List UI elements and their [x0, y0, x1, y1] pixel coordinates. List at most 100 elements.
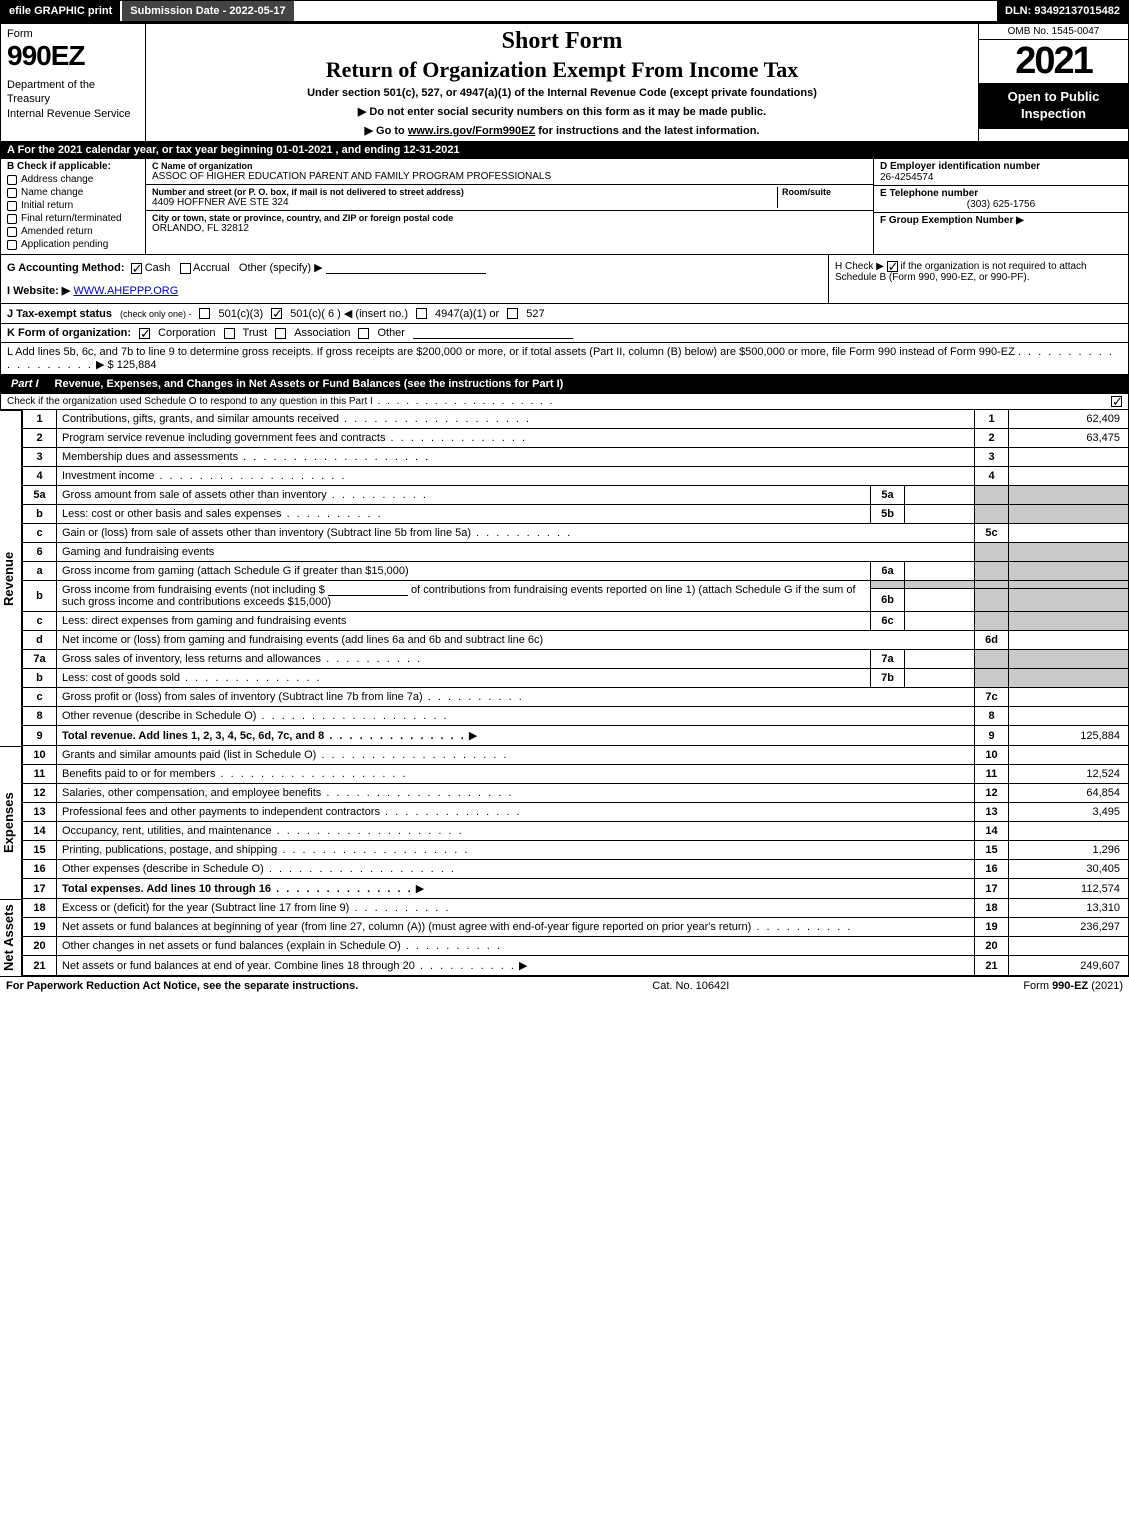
line-refnum: 4 — [975, 467, 1009, 486]
line-6c: cLess: direct expenses from gaming and f… — [23, 612, 1129, 631]
line-desc: Other revenue (describe in Schedule O) — [62, 710, 449, 722]
line-6a: aGross income from gaming (attach Schedu… — [23, 562, 1129, 581]
l-arrow: ▶ $ — [96, 359, 114, 371]
line-desc: Membership dues and assessments — [62, 451, 430, 463]
contrib-blank — [328, 584, 408, 596]
line-text: Total expenses. Add lines 10 through 16 … — [57, 879, 975, 899]
form-word: Form — [7, 28, 139, 40]
check-name-change[interactable]: Name change — [7, 187, 139, 198]
check-schedule-b[interactable] — [887, 261, 898, 272]
box-f: F Group Exemption Number ▶ — [874, 213, 1128, 228]
mini-num: 6c — [871, 612, 905, 631]
line-text: Net assets or fund balances at end of ye… — [57, 956, 975, 976]
mini-amt — [905, 562, 975, 581]
return-title: Return of Organization Exempt From Incom… — [154, 57, 970, 83]
check-association[interactable] — [275, 328, 286, 339]
line-7a: 7a Gross sales of inventory, less returns… — [23, 650, 1129, 669]
line-amount: 112,574 — [1009, 879, 1129, 899]
line-desc: Net assets or fund balances at end of ye… — [62, 960, 516, 972]
line-desc: Program service revenue including govern… — [62, 432, 527, 444]
line-text: Gaming and fundraising events — [57, 543, 975, 562]
dln-label: DLN: 93492137015482 — [997, 1, 1128, 21]
efile-print-label: efile GRAPHIC print — [1, 1, 120, 21]
line-num: 21 — [23, 956, 57, 976]
irs-link[interactable]: www.irs.gov/Form990EZ — [408, 125, 535, 137]
line-text: Gross sales of inventory, less returns a… — [57, 650, 871, 669]
city-row: City or town, state or province, country… — [146, 211, 873, 236]
k-other-line — [413, 327, 573, 339]
line-text: Contributions, gifts, grants, and simila… — [57, 410, 975, 429]
line-desc: Grants and similar amounts paid (list in… — [62, 749, 508, 761]
box-c: C Name of organization ASSOC OF HIGHER E… — [146, 159, 873, 254]
check-initial-return[interactable]: Initial return — [7, 200, 139, 211]
line-num: 7a — [23, 650, 57, 669]
topbar: efile GRAPHIC print Submission Date - 20… — [0, 0, 1129, 22]
website-link[interactable]: WWW.AHEPPP.ORG — [73, 285, 178, 297]
j-501c: 501(c)( 6 ) ◀ (insert no.) — [290, 307, 408, 320]
short-form-title: Short Form — [154, 28, 970, 55]
line-6: 6Gaming and fundraising events — [23, 543, 1129, 562]
check-final-return[interactable]: Final return/terminated — [7, 213, 139, 224]
checkbox-icon — [7, 240, 17, 250]
line-refnum: 18 — [975, 899, 1009, 918]
j-527: 527 — [526, 308, 544, 320]
gray-cell — [975, 669, 1009, 688]
line-text: Membership dues and assessments — [57, 448, 975, 467]
topbar-spacer — [296, 1, 997, 21]
check-corporation[interactable] — [139, 328, 150, 339]
line-desc: Occupancy, rent, utilities, and maintena… — [62, 825, 464, 837]
footer-catno: Cat. No. 10642I — [652, 980, 729, 992]
gray-cell — [975, 486, 1009, 505]
j-4947: 4947(a)(1) or — [435, 308, 499, 320]
line-num: 13 — [23, 803, 57, 822]
line-num: 16 — [23, 860, 57, 879]
box-def: D Employer identification number 26-4254… — [873, 159, 1128, 254]
part1-header: Part I Revenue, Expenses, and Changes in… — [0, 375, 1129, 394]
check-accrual[interactable] — [180, 263, 191, 274]
box-h: H Check ▶ if the organization is not req… — [828, 255, 1128, 303]
label-form-org: K Form of organization: — [7, 327, 131, 339]
check-501c[interactable] — [271, 308, 282, 319]
h-pre: H Check ▶ — [835, 261, 887, 272]
check-amended-return[interactable]: Amended return — [7, 226, 139, 237]
line-amount: 1,296 — [1009, 841, 1129, 860]
check-application-pending[interactable]: Application pending — [7, 239, 139, 250]
netassets-section: Net Assets 18Excess or (deficit) for the… — [0, 899, 1129, 976]
part1-title: Revenue, Expenses, and Changes in Net As… — [49, 375, 1128, 393]
gray-cell — [975, 589, 1009, 612]
check-501c3[interactable] — [199, 308, 210, 319]
check-527[interactable] — [507, 308, 518, 319]
line-desc: Total revenue. Add lines 1, 2, 3, 4, 5c,… — [62, 730, 466, 742]
line-text: Benefits paid to or for members — [57, 765, 975, 784]
line-num: d — [23, 631, 57, 650]
line-text: Occupancy, rent, utilities, and maintena… — [57, 822, 975, 841]
form-number: 990EZ — [7, 40, 139, 72]
check-schedule-o[interactable] — [1111, 396, 1122, 407]
mini-amt — [905, 589, 975, 612]
arrow-icon: ▶ — [519, 960, 527, 972]
line-desc: Other expenses (describe in Schedule O) — [62, 863, 456, 875]
footer-right-bold: 990-EZ — [1052, 980, 1088, 992]
checkbox-icon — [7, 227, 17, 237]
org-name-value: ASSOC OF HIGHER EDUCATION PARENT AND FAM… — [152, 171, 867, 182]
label-group-exemption: F Group Exemption Number ▶ — [880, 215, 1024, 226]
box-g: G Accounting Method: Cash Accrual Other … — [7, 261, 822, 274]
cash-label: Cash — [145, 262, 171, 274]
line-amount: 30,405 — [1009, 860, 1129, 879]
line-num: 19 — [23, 918, 57, 937]
line-desc: Gross sales of inventory, less returns a… — [62, 653, 422, 665]
line-refnum: 9 — [975, 726, 1009, 746]
check-address-change[interactable]: Address change — [7, 174, 139, 185]
check-4947[interactable] — [416, 308, 427, 319]
check-trust[interactable] — [224, 328, 235, 339]
check-other-org[interactable] — [358, 328, 369, 339]
section-b-c-def: B Check if applicable: Address change Na… — [0, 159, 1129, 255]
line-refnum: 10 — [975, 746, 1009, 765]
check-cash[interactable] — [131, 263, 142, 274]
line-refnum: 1 — [975, 410, 1009, 429]
line-num: 8 — [23, 707, 57, 726]
line-num: 14 — [23, 822, 57, 841]
tax-year: 2021 — [979, 40, 1128, 83]
open-to-public-box: Open to Public Inspection — [979, 83, 1128, 129]
line-amount: 249,607 — [1009, 956, 1129, 976]
